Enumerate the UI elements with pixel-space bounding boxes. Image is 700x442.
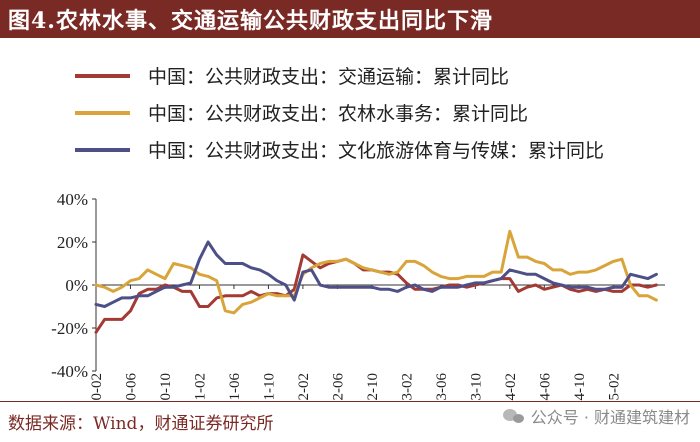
x-tick-label: 2020-02 [89, 373, 105, 401]
y-tick-label: 40% [57, 190, 88, 209]
series-lines [94, 229, 658, 334]
x-tick-label: 2023-10 [468, 373, 484, 401]
chart-title: 图4.农林水事、交通运输公共财政支出同比下滑 [0, 0, 700, 38]
x-tick-label: 2020-10 [158, 373, 174, 401]
legend: 中国：公共财政支出：交通运输：累计同比中国：公共财政支出：农林水事务：累计同比中… [75, 66, 604, 162]
y-tick-label: -40% [51, 362, 88, 381]
source-note: 数据来源：Wind，财通证券研究所 [8, 414, 274, 434]
legend-label: 中国：公共财政支出：农林水事务：累计同比 [148, 103, 528, 125]
footer-divider [0, 401, 700, 402]
x-tick-label: 2023-06 [434, 373, 450, 401]
line-chart: 中国：公共财政支出：交通运输：累计同比中国：公共财政支出：农林水事务：累计同比中… [51, 66, 665, 401]
x-tick-label: 2020-06 [123, 373, 139, 401]
x-tick-label: 2025-02 [606, 373, 622, 401]
x-tick-label: 2023-02 [399, 373, 415, 401]
x-tick-label: 2024-10 [572, 373, 588, 401]
wechat-icon [502, 407, 525, 425]
x-tick-label: 2022-10 [365, 373, 381, 401]
x-tick-label: 2021-02 [192, 373, 208, 401]
series-line [94, 240, 658, 308]
x-tick-label: 2022-06 [330, 373, 346, 401]
series-line [94, 229, 658, 315]
legend-label: 中国：公共财政支出：交通运输：累计同比 [148, 66, 509, 88]
axes: 40% 20% 0% -20% -40%2020-02 2020-06 2020-10 202… [51, 190, 665, 401]
legend-label: 中国：公共财政支出：文化旅游体育与传媒：累计同比 [148, 140, 604, 162]
x-tick-label: 2021-06 [227, 373, 243, 401]
watermark: 公众号 · 财通建筑建材 [502, 404, 690, 428]
x-tick-label: 2022-02 [296, 373, 312, 401]
x-tick-label: 2021-10 [261, 373, 277, 401]
watermark-text: 公众号 · 财通建筑建材 [530, 408, 690, 427]
y-tick-label: -20% [51, 319, 88, 338]
y-tick-label: 0% [65, 276, 88, 295]
x-tick-label: 2024-02 [503, 373, 519, 401]
x-tick-label: 2024-06 [537, 373, 553, 401]
y-tick-label: 20% [57, 233, 88, 252]
